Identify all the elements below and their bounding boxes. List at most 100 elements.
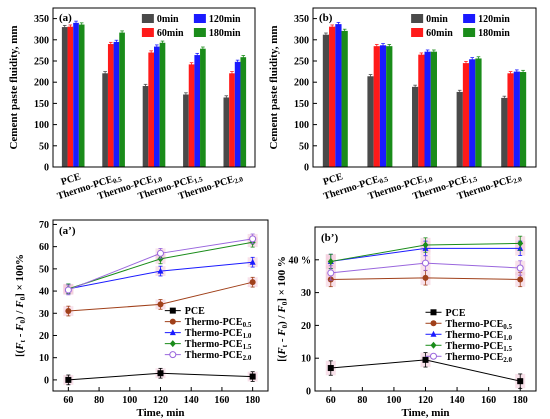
y-title-sub: 0	[19, 296, 27, 300]
bar	[200, 48, 206, 168]
y-tick-label: 300	[294, 35, 309, 46]
category-label-sub: 2.0	[233, 175, 244, 185]
bar	[148, 52, 154, 167]
y-tick-label: 250	[34, 57, 49, 68]
legend-label-sub: 0.5	[503, 323, 512, 331]
x-tick-label: 80	[357, 395, 367, 406]
y-tick-label: 30	[301, 288, 311, 299]
marker-diamond	[517, 239, 524, 247]
legend-label-sub: 1.0	[243, 332, 252, 340]
legend-swatch	[411, 14, 424, 23]
y-tick-label: 60	[39, 242, 49, 253]
category-label-sub: 1.5	[193, 175, 204, 185]
category-label-sub: 0.5	[112, 175, 123, 185]
legend-label: Thermo-PCE2.0	[446, 352, 513, 364]
bar	[513, 71, 520, 167]
legend-label-main: PCE	[185, 306, 205, 317]
x-tick-label: 140	[450, 395, 465, 406]
legend-label-sub: 2.0	[243, 354, 252, 362]
legend-swatch	[411, 28, 424, 37]
x-tick-label: 120	[153, 395, 168, 406]
marker-open-circle	[430, 352, 437, 360]
bar	[73, 22, 79, 168]
marker-diamond	[157, 255, 164, 263]
bar	[507, 73, 514, 167]
marker-open-circle	[249, 235, 257, 243]
x-tick-label: 160	[214, 395, 229, 406]
line-chart-2: 60 80 100 120 140 160 180 0 10 20 30 40 50 60 70 Time, …	[14, 219, 269, 419]
bar	[424, 51, 431, 168]
marker-triangle	[249, 258, 256, 265]
marker-triangle	[169, 329, 176, 336]
marker-open-circle	[516, 264, 524, 272]
y-title-sub: t	[281, 344, 289, 347]
bar	[329, 26, 336, 167]
marker-diamond	[430, 341, 437, 349]
legend-label: 180min	[209, 28, 241, 39]
marker-square	[65, 376, 72, 383]
marker-square	[169, 307, 176, 314]
marker-open-circle	[64, 286, 72, 294]
marker-diamond	[422, 241, 429, 249]
y-tick-label: 50	[39, 141, 49, 152]
y-title-sub: 0	[281, 301, 289, 305]
plot-frame	[312, 7, 537, 168]
legend-label: 60min	[157, 28, 184, 39]
marker-circle	[422, 274, 429, 281]
x-axis-title: Time, min	[136, 407, 184, 419]
y-title-sub: 0	[19, 319, 27, 323]
y-tick-label: 20	[301, 321, 311, 332]
y-tick-label: 0	[44, 375, 49, 386]
panel-label: (b)	[319, 12, 333, 24]
bar	[223, 97, 230, 167]
bar	[229, 73, 235, 167]
legend-label: 120min	[478, 14, 510, 25]
panel-label: (a’)	[59, 225, 76, 237]
y-axis-title: Cement paste fluidity, mm	[8, 25, 20, 149]
panel-label: (a)	[59, 12, 72, 24]
y-tick-label: 40	[39, 287, 49, 298]
category-label-sub: 1.0	[152, 175, 163, 185]
marker-diamond	[169, 340, 176, 348]
bar	[367, 76, 374, 167]
y-tick-label: 70	[39, 220, 49, 231]
bar	[61, 27, 68, 167]
marker-circle	[65, 308, 72, 315]
legend-swatch	[463, 28, 476, 37]
bar	[159, 42, 166, 167]
marker-square	[327, 365, 334, 372]
legend-label-sub: 2.0	[503, 356, 512, 364]
panel-label: (b’)	[321, 232, 338, 244]
y-tick-label: 50	[39, 264, 49, 275]
marker-circle	[157, 301, 164, 308]
marker-square	[249, 373, 256, 380]
bar	[322, 34, 330, 167]
y-title-part: [(	[276, 354, 288, 362]
legend-label-sub: 1.5	[243, 343, 252, 351]
y-title-sub: t	[19, 339, 27, 342]
legend-label: 120min	[209, 14, 241, 25]
marker-circle	[430, 320, 437, 327]
y-axis-title: [(Ft - F0) / F0] × 100 %	[276, 256, 289, 362]
y-title-part: F	[276, 347, 288, 356]
x-tick-label: 100	[122, 395, 137, 406]
legend-label-main: Thermo-PCE	[185, 339, 243, 350]
category-label-sub: 1.5	[468, 175, 479, 185]
y-title-part: [(	[14, 349, 26, 357]
legend-label-main: Thermo-PCE	[185, 328, 243, 339]
y-tick-label: 40 %	[289, 255, 312, 266]
y-title-part: ) /	[14, 308, 26, 320]
marker-circle	[169, 318, 176, 325]
legend-label: Thermo-PCE0.5	[185, 317, 252, 329]
y-title-part: -	[14, 331, 26, 340]
bar	[119, 32, 125, 168]
bar	[107, 44, 114, 167]
legend-label-main: Thermo-PCE	[185, 350, 243, 361]
bar	[142, 86, 149, 167]
y-title-part: F	[276, 305, 288, 314]
x-tick-label: 180	[245, 395, 260, 406]
bar	[456, 91, 463, 167]
y-title-part: -	[276, 336, 288, 345]
bar-chart-0: PCEThermo-PCE0.5Thermo-PCE1.0Thermo-PCE1…	[8, 7, 256, 202]
